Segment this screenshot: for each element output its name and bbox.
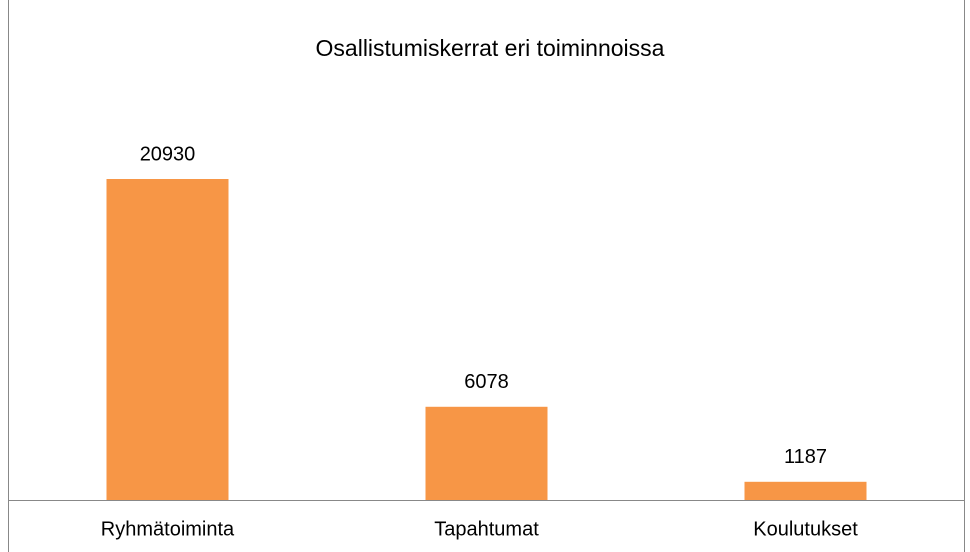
data-label: 1187 <box>784 446 827 468</box>
bar <box>106 179 229 500</box>
data-label: 6078 <box>464 371 509 393</box>
chart-title: Osallistumiskerrat eri toiminnoissa <box>316 35 665 61</box>
bar <box>744 481 867 500</box>
data-label: 20930 <box>140 143 196 165</box>
x-tick-label: Tapahtumat <box>434 518 539 540</box>
bar <box>425 406 548 500</box>
x-tick-label: Ryhmätoiminta <box>101 518 235 540</box>
x-tick-label: Koulutukset <box>753 518 858 540</box>
